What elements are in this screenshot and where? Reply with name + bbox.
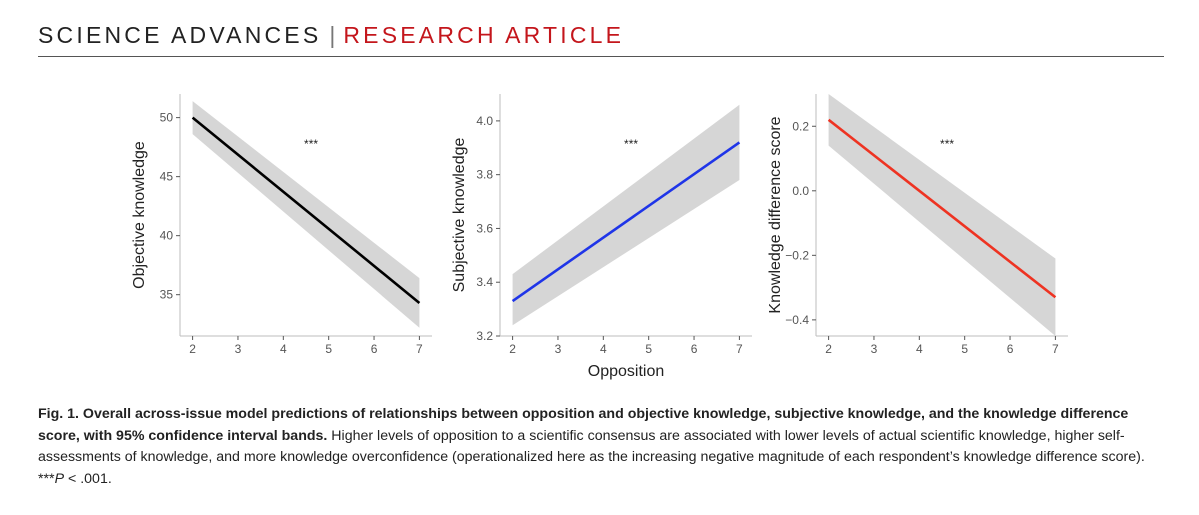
y-axis-label: Objective knowledge	[131, 141, 148, 289]
x-tick-label: 4	[280, 342, 287, 356]
confidence-band	[512, 104, 740, 326]
x-tick-label: 3	[555, 342, 562, 356]
x-tick-label: 2	[825, 342, 832, 356]
y-tick-label: 3.6	[476, 221, 493, 235]
y-tick-label: 50	[160, 111, 174, 125]
header-rule	[38, 56, 1164, 57]
x-tick-label: 7	[736, 342, 743, 356]
y-tick-label: 35	[160, 288, 174, 302]
y-tick-label: 45	[160, 170, 174, 184]
x-tick-label: 6	[1007, 342, 1014, 356]
y-tick-label: 0.2	[792, 119, 809, 133]
x-tick-label: 4	[916, 342, 923, 356]
y-tick-label: 0.0	[792, 184, 809, 198]
y-tick-label: 40	[160, 229, 174, 243]
y-tick-label: 4.0	[476, 114, 493, 128]
y-tick-label: 3.8	[476, 168, 493, 182]
x-tick-label: 5	[645, 342, 652, 356]
chart-knowledge-difference: −0.4 −0.2 0.0 0.2 2 3 4 5 6 7 Knowledge difference…	[767, 94, 1068, 356]
y-tick-label: 3.4	[476, 275, 493, 289]
caption-label: Fig. 1. Overall across-issue model predi…	[38, 406, 1129, 444]
y-axis-label: Subjective knowledge	[451, 138, 468, 293]
y-tick-label: −0.2	[785, 248, 809, 262]
article-type: RESEARCH ARTICLE	[343, 22, 625, 48]
regression-line	[827, 118, 1057, 299]
x-tick-label: 4	[600, 342, 607, 356]
x-tick-label: 6	[691, 342, 698, 356]
chart-panel-subjective: 3.2 3.4 3.6 3.8 4.0 2 3 4 5 6 7 Subjective knowledg…	[446, 88, 756, 388]
regression-line	[191, 116, 421, 304]
significance-annotation: ***	[940, 137, 954, 151]
caption-p-text: < .001.	[64, 470, 112, 487]
significance-annotation: ***	[624, 137, 638, 151]
x-tick-label: 2	[189, 342, 196, 356]
x-tick-label: 3	[235, 342, 242, 356]
journal-name: SCIENCE ADVANCES	[38, 22, 322, 48]
header-separator: |	[329, 22, 336, 48]
x-tick-label: 6	[371, 342, 378, 356]
chart-subjective-knowledge: 3.2 3.4 3.6 3.8 4.0 2 3 4 5 6 7 Subjective knowledg…	[451, 94, 752, 380]
x-tick-label: 5	[961, 342, 968, 356]
chart-panel-difference: −0.4 −0.2 0.0 0.2 2 3 4 5 6 7 Knowledge difference…	[762, 88, 1072, 388]
x-tick-label: 7	[1052, 342, 1059, 356]
figure-caption: Fig. 1. Overall across-issue model predi…	[38, 404, 1164, 490]
chart-panel-objective: 35 40 45 50 2 3 4 5 6 7 Objective knowledge ***	[126, 88, 436, 388]
confidence-band	[828, 94, 1056, 336]
y-tick-label: −0.4	[785, 313, 809, 327]
x-axis-label: Opposition	[588, 363, 665, 380]
y-tick-label: 3.2	[476, 329, 493, 343]
x-tick-label: 5	[325, 342, 332, 356]
y-axis-label: Knowledge difference score	[767, 116, 784, 313]
x-tick-label: 3	[871, 342, 878, 356]
caption-p-symbol: P	[54, 470, 65, 487]
significance-annotation: ***	[304, 137, 318, 151]
confidence-band	[192, 101, 420, 328]
caption-body: Higher levels of opposition to a scienti…	[38, 427, 1145, 487]
x-tick-label: 7	[416, 342, 423, 356]
regression-line	[511, 141, 741, 303]
journal-header: SCIENCE ADVANCES | RESEARCH ARTICLE	[38, 22, 624, 49]
x-tick-label: 2	[509, 342, 516, 356]
